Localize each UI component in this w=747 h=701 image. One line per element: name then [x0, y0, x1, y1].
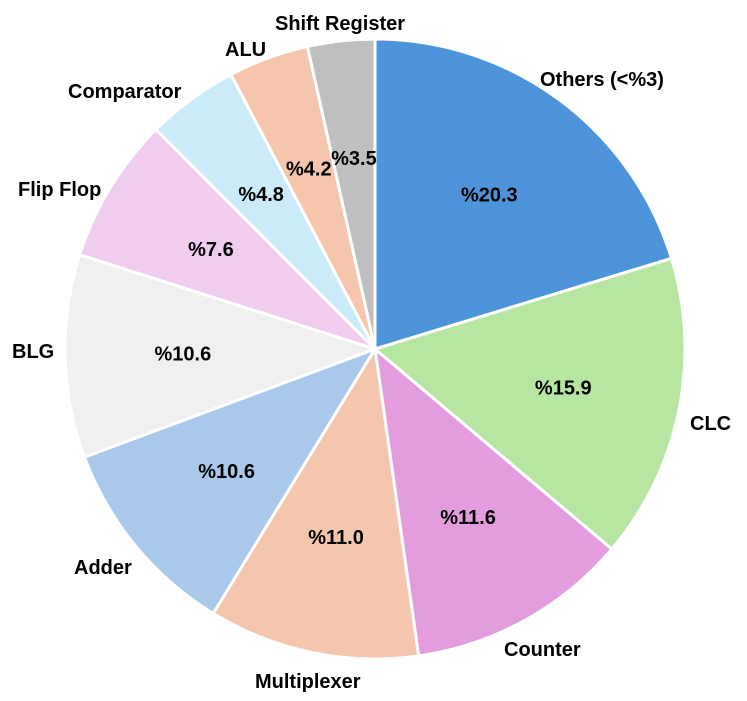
slice-value-label: %4.8: [238, 184, 284, 206]
pie-slice: [373, 37, 674, 352]
slice-value-label: %4.2: [286, 159, 332, 181]
slice-category-label: CLC: [690, 413, 731, 435]
pie-slice: [371, 256, 687, 552]
pie-slices: [63, 37, 687, 661]
category-labels: Others (<%3) CLC Counter Multiplexer Adder BL…: [12, 13, 731, 693]
slice-category-label: Others (<%3): [540, 69, 664, 91]
pie-slice: [372, 345, 614, 658]
pie-slice: [77, 127, 377, 351]
slice-category-label: Multiplexer: [255, 671, 361, 693]
pie-slice: [305, 37, 377, 350]
slice-value-label: %10.6: [154, 344, 211, 366]
slice-value-label: %20.3: [461, 185, 518, 207]
slice-category-label: Counter: [504, 639, 581, 661]
slice-value-label: %7.6: [188, 239, 234, 261]
slice-category-label: Adder: [74, 557, 132, 579]
slice-value-label: %3.5: [331, 148, 377, 170]
pie-slice: [211, 344, 421, 661]
value-labels: %20.3 %15.9 %11.6 %11.0 %10.6 %10.6 %7.6 %4.8%4…: [154, 148, 591, 549]
slice-value-label: %15.9: [535, 378, 592, 400]
slice-category-label: Flip Flop: [18, 179, 101, 201]
slice-category-label: Shift Register: [275, 13, 405, 35]
slice-category-label: BLG: [12, 341, 54, 363]
pie-slice: [63, 252, 380, 460]
slice-value-label: %11.6: [440, 507, 496, 529]
slice-value-label: %10.6: [198, 461, 255, 483]
slice-category-label: Comparator: [68, 81, 182, 103]
pie-slice: [82, 346, 379, 616]
slice-value-label: %11.0: [308, 527, 364, 549]
slice-category-label: ALU: [225, 39, 266, 61]
